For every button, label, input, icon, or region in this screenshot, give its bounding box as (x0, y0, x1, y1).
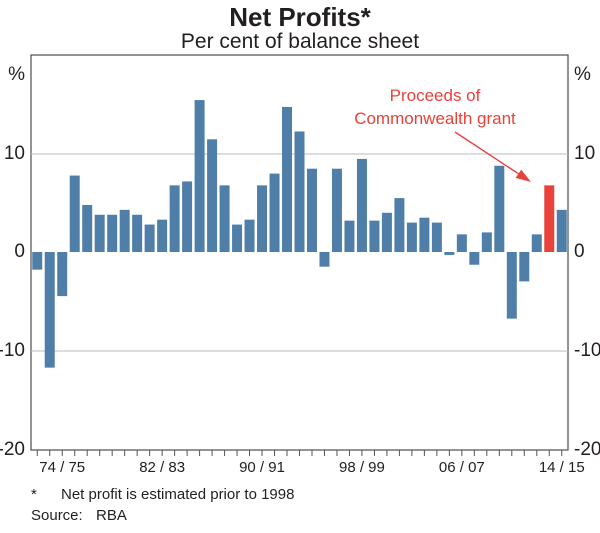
svg-text:-10: -10 (0, 340, 25, 361)
svg-text:98 / 99: 98 / 99 (339, 459, 385, 476)
svg-text:-20: -20 (0, 439, 25, 460)
svg-text:10: 10 (574, 143, 595, 164)
svg-text:74 / 75: 74 / 75 (39, 459, 85, 476)
svg-text:06 / 07: 06 / 07 (439, 459, 485, 476)
svg-text:-10: -10 (574, 340, 600, 361)
svg-text:%: % (574, 64, 591, 85)
svg-text:10: 10 (4, 143, 25, 164)
svg-text:0: 0 (574, 241, 585, 262)
svg-text:0: 0 (14, 241, 25, 262)
svg-text:Commonwealth grant: Commonwealth grant (354, 109, 516, 128)
svg-text:82 / 83: 82 / 83 (139, 459, 185, 476)
svg-text:%: % (8, 64, 25, 85)
svg-text:14 / 15: 14 / 15 (539, 459, 585, 476)
svg-text:Proceeds of: Proceeds of (390, 86, 481, 105)
svg-text:-20: -20 (574, 439, 600, 460)
svg-text:90 / 91: 90 / 91 (239, 459, 285, 476)
